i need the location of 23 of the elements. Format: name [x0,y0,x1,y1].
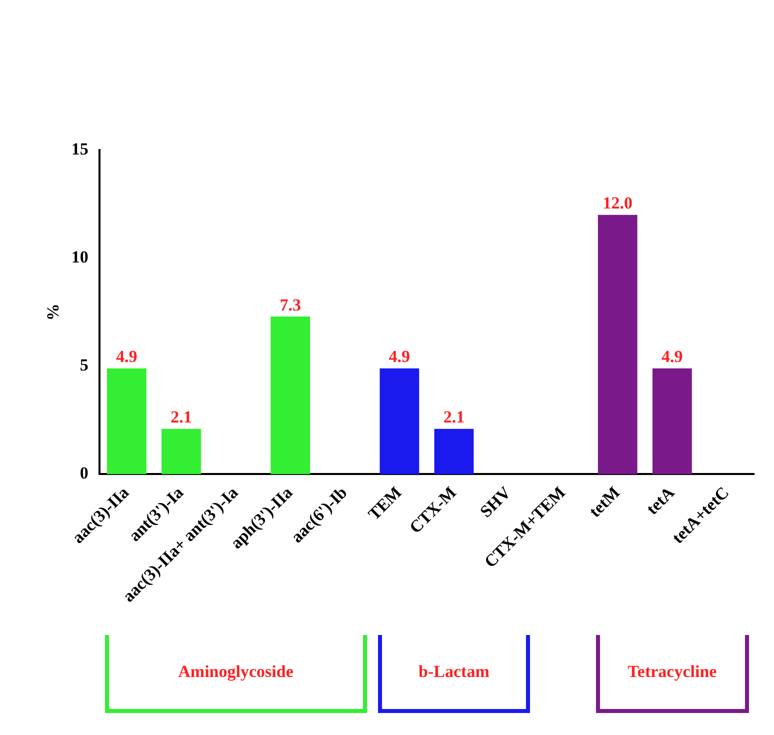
bar [270,316,310,474]
y-tick-label: 15 [71,139,88,158]
bar [106,368,146,474]
data-label: 7.3 [280,295,301,314]
bracket: Tetracycline [596,635,749,713]
data-label: 4.9 [662,347,683,366]
bar [652,368,692,474]
y-tick-label: 10 [71,247,88,266]
bar [380,368,420,474]
y-axis-title: % [44,304,63,321]
data-label: 2.1 [443,408,465,427]
data-label: 4.9 [116,347,138,366]
bar [598,214,638,474]
y-tick-label: 5 [80,356,88,375]
bracket: b-Lactam [378,635,530,713]
data-label: 4.9 [388,347,410,366]
data-label: 12.0 [602,194,632,213]
bracket: Aminoglycoside [104,635,367,713]
y-tick-label: 0 [80,464,88,483]
data-label: 2.1 [170,408,192,427]
x-tick-label: tetA [642,482,679,518]
bar [162,428,201,474]
bar [434,428,474,474]
